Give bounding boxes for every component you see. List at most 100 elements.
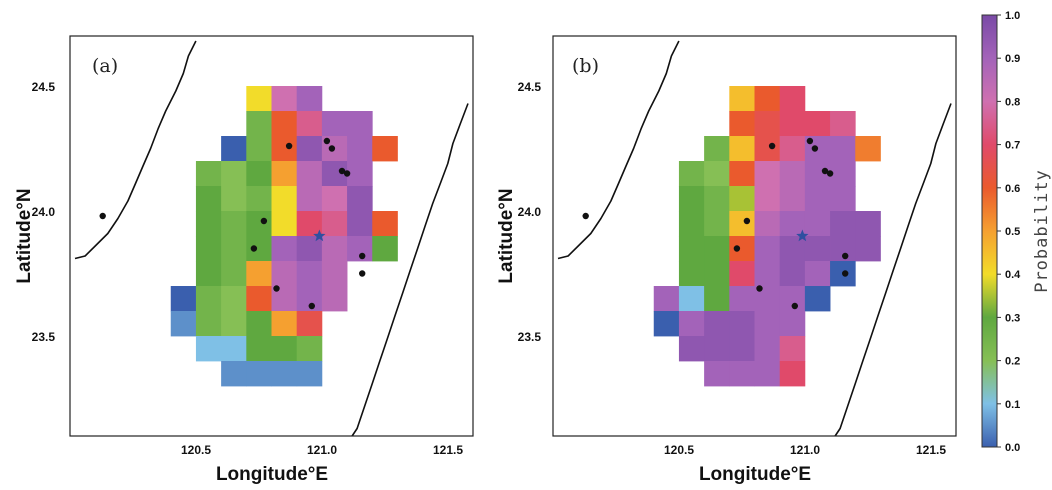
y-tick-24-5-b: 24.5 xyxy=(518,80,542,94)
grid-cell xyxy=(704,186,730,212)
grid-cell xyxy=(729,211,755,237)
grid-cell xyxy=(246,261,272,287)
grid-cell xyxy=(195,211,222,237)
grid-cell xyxy=(704,286,730,312)
grid-cell xyxy=(830,136,856,162)
grid-cell xyxy=(296,186,323,212)
grid-cell xyxy=(779,311,806,337)
station-marker xyxy=(343,170,351,177)
x-tick-121-5-a: 121.5 xyxy=(433,443,463,457)
grid-cell xyxy=(729,161,755,187)
map-panel-a: (a) 24.5 24.0 23.5 120.5 121.0 121.5 Lon… xyxy=(14,35,474,485)
colorbar-tick-label: 0.5 xyxy=(1005,226,1020,238)
grid-cell xyxy=(246,311,272,337)
station-marker xyxy=(285,142,293,150)
grid-cell xyxy=(296,86,323,112)
grid-cell xyxy=(321,286,348,312)
stations-b xyxy=(582,137,849,310)
grid-cell xyxy=(754,311,781,337)
station-marker xyxy=(811,145,819,152)
grid-cell xyxy=(754,86,781,112)
map-panel-b: (b) 24.5 24.0 23.5 120.5 121.0 121.5 Lon… xyxy=(496,35,957,485)
grid-cell xyxy=(246,111,272,137)
grid-cell xyxy=(704,136,730,162)
grid-cell xyxy=(170,311,197,337)
grid-cell xyxy=(296,136,323,162)
station-marker xyxy=(328,145,336,152)
station-marker xyxy=(323,137,331,145)
grid-cell xyxy=(296,361,323,387)
grid-cell xyxy=(704,236,730,262)
station-marker xyxy=(826,170,834,177)
grid-cell xyxy=(221,136,247,162)
grid-cell xyxy=(271,311,298,337)
x-axis-title-a: Longitude°E xyxy=(216,464,328,485)
grid-cell xyxy=(653,286,680,312)
station-marker xyxy=(756,285,763,292)
grid-cell xyxy=(678,286,705,312)
coastline-west xyxy=(74,40,197,260)
grid-cell xyxy=(830,211,856,237)
grid-cell xyxy=(372,236,398,262)
grid-cell xyxy=(195,311,222,337)
grid-cell xyxy=(729,186,755,212)
y-axis-title-b: Latitude°N xyxy=(496,188,517,283)
coastline-a xyxy=(74,40,469,437)
grid-cell xyxy=(704,311,730,337)
station-marker xyxy=(260,217,268,225)
grid-cell xyxy=(704,261,730,287)
grid-cell xyxy=(195,261,222,287)
grid-cell xyxy=(246,136,272,162)
station-marker xyxy=(842,252,849,260)
grid-cell xyxy=(804,211,831,237)
x-tick-121-5-b: 121.5 xyxy=(916,443,946,457)
grid-cell xyxy=(170,286,197,312)
colorbar-title: Probability xyxy=(1032,169,1052,293)
colorbar-tick-label: 0.3 xyxy=(1005,312,1020,324)
grid-cell xyxy=(246,186,272,212)
x-axis-title-b: Longitude°E xyxy=(699,464,811,485)
grid-cell xyxy=(754,211,781,237)
grid-cell xyxy=(221,311,247,337)
grid-cell xyxy=(271,336,298,362)
grid-cell xyxy=(729,136,755,162)
grid-cell xyxy=(830,161,856,187)
grid-cell xyxy=(779,361,806,387)
grid-cell xyxy=(754,236,781,262)
grid-cell xyxy=(678,311,705,337)
coastline-east xyxy=(834,103,952,437)
y-tick-24-0-b: 24.0 xyxy=(518,205,542,219)
epicenter-star xyxy=(796,229,809,242)
grid-cell xyxy=(296,336,323,362)
x-tick-121-0-a: 121.0 xyxy=(307,443,337,457)
grid-cell xyxy=(754,186,781,212)
grid-cell xyxy=(754,361,781,387)
grid-cell xyxy=(296,236,323,262)
station-marker xyxy=(99,212,106,220)
colorbar-tick-label: 0.9 xyxy=(1005,53,1020,65)
epicenter-star xyxy=(313,229,326,242)
x-tick-120-5-b: 120.5 xyxy=(664,443,694,457)
grid-cell xyxy=(729,86,755,112)
station-marker xyxy=(806,137,814,145)
colorbar-tick-label: 0.8 xyxy=(1005,96,1020,108)
grid-cell xyxy=(271,211,298,237)
grid-cell xyxy=(754,111,781,137)
station-marker xyxy=(842,270,849,277)
grid-cell xyxy=(804,286,831,312)
grid-cell xyxy=(296,311,323,337)
grid-cell xyxy=(754,336,781,362)
grid-cell xyxy=(347,136,373,162)
grid-cell xyxy=(779,261,806,287)
station-marker xyxy=(308,302,315,310)
grid-cell xyxy=(195,186,222,212)
station-marker xyxy=(821,167,829,175)
coastline-b xyxy=(557,40,952,437)
grid-cell xyxy=(195,236,222,262)
grid-cell xyxy=(678,261,705,287)
x-tick-120-5-a: 120.5 xyxy=(181,443,211,457)
station-marker xyxy=(273,285,280,292)
coastline-east xyxy=(351,103,469,437)
grid-cell xyxy=(246,286,272,312)
